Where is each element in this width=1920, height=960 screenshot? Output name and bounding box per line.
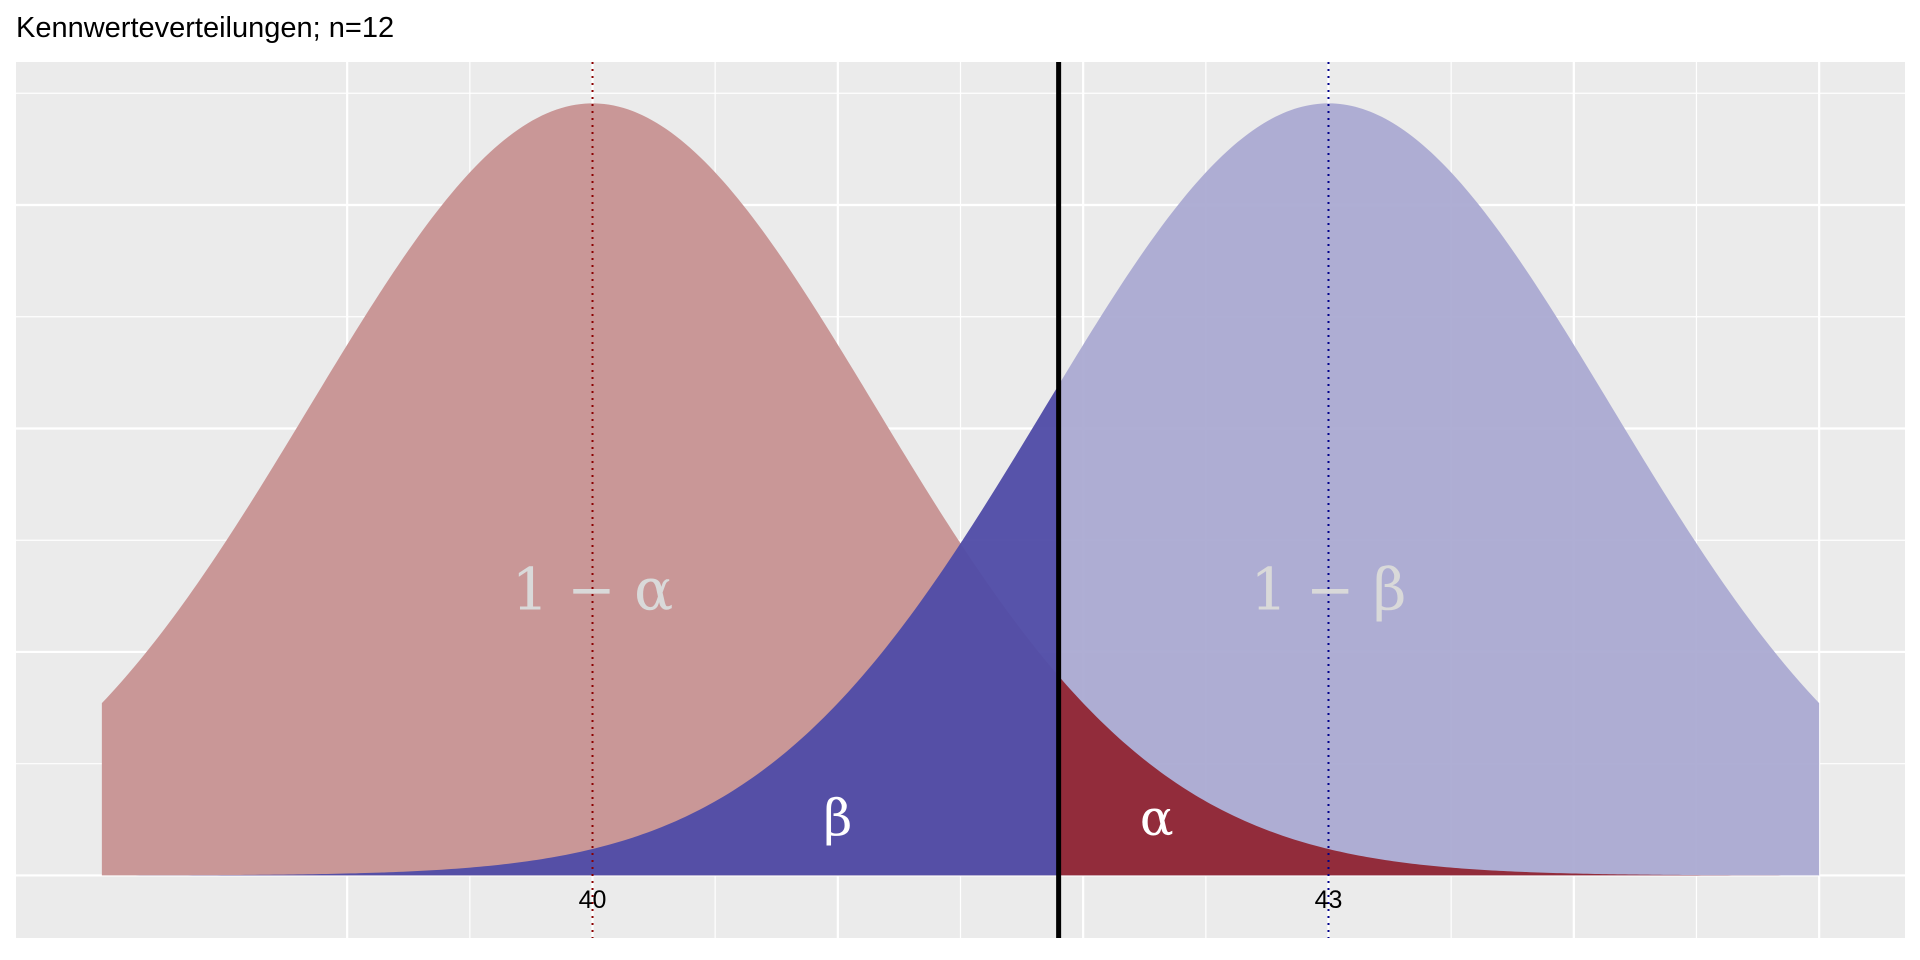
region-label-alpha: α	[1140, 789, 1174, 847]
chart-title: Kennwerteverteilungen; n=12	[16, 12, 395, 44]
area-one-minus-alpha	[101, 103, 1059, 876]
area-alpha	[1058, 676, 1820, 876]
region-label-beta: β	[823, 789, 852, 847]
area-one-minus-beta	[1058, 103, 1820, 876]
x-tick-label-43: 43	[1315, 886, 1343, 914]
region-label-one-minus-alpha: 1 − α	[512, 556, 674, 624]
area-beta	[101, 384, 1059, 876]
x-tick-label-40: 40	[579, 886, 607, 914]
region-label-one-minus-beta: 1 − β	[1251, 556, 1407, 624]
